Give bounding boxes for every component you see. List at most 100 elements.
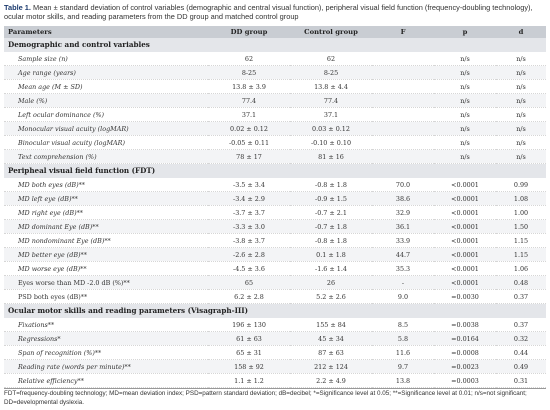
cell-f [372, 65, 434, 80]
section-header: Peripheal visual field function (FDT) [4, 163, 546, 178]
cell-p: <0.0001 [434, 275, 496, 290]
cell-d: 0.32 [496, 331, 546, 346]
table-row: MD dominant Eye (dB)** -3.3 ± 3.0 -0.7 ± 1… [4, 219, 546, 234]
cell-f: 8.5 [372, 318, 434, 332]
cell-parameter: Male (%) [4, 93, 208, 108]
cell-f: 36.1 [372, 219, 434, 234]
cell-parameter: Left ocular dominance (%) [4, 107, 208, 122]
cell-control-group: 45 ± 34 [290, 331, 372, 346]
cell-parameter: Regressions* [4, 331, 208, 346]
cell-p: =0.0023 [434, 359, 496, 374]
table-caption: Table 1. Mean ± standard deviation of co… [4, 3, 546, 21]
table-row: Sample size (n) 62 62 n/s n/s [4, 52, 546, 66]
cell-control-group: 155 ± 84 [290, 318, 372, 332]
cell-control-group: -0.7 ± 1.8 [290, 219, 372, 234]
col-header-f: F [372, 26, 434, 38]
cell-dd-group: -3.5 ± 3.4 [208, 178, 290, 192]
cell-f: 38.6 [372, 191, 434, 206]
cell-dd-group: 62 [208, 52, 290, 66]
cell-parameter: Mean age (M ± SD) [4, 79, 208, 94]
section-header: Ocular motor skills and reading paramete… [4, 303, 546, 318]
cell-dd-group: 65 [208, 275, 290, 290]
cell-dd-group: -3.4 ± 2.9 [208, 191, 290, 206]
table-footnote: FDT=frequency-doubling technology; MD=me… [4, 388, 546, 407]
cell-parameter: Text comprehension (%) [4, 149, 208, 164]
table-row: MD both eyes (dB)** -3.5 ± 3.4 -0.8 ± 1.8 7… [4, 178, 546, 192]
cell-d: 0.37 [496, 318, 546, 332]
cell-control-group: -1.6 ± 1.4 [290, 261, 372, 276]
cell-dd-group: -4.5 ± 3.6 [208, 261, 290, 276]
cell-p: n/s [434, 135, 496, 150]
cell-f [372, 107, 434, 122]
cell-f: 32.9 [372, 205, 434, 220]
cell-f: 5.8 [372, 331, 434, 346]
cell-control-group: 87 ± 63 [290, 345, 372, 360]
table-row: MD worse eye (dB)** -4.5 ± 3.6 -1.6 ± 1.4 3… [4, 261, 546, 276]
table-row: Regressions* 61 ± 63 45 ± 34 5.8 =0.0164 0.32 [4, 331, 546, 346]
cell-p: =0.0038 [434, 318, 496, 332]
cell-d: n/s [496, 65, 546, 80]
cell-dd-group: 77.4 [208, 93, 290, 108]
cell-parameter: MD dominant Eye (dB)** [4, 219, 208, 234]
cell-parameter: Sample size (n) [4, 52, 208, 66]
table-row: Male (%) 77.4 77.4 n/s n/s [4, 93, 546, 108]
cell-control-group: -0.10 ± 0.10 [290, 135, 372, 150]
cell-dd-group: -3.7 ± 3.7 [208, 205, 290, 220]
cell-f: 13.8 [372, 373, 434, 388]
cell-p: n/s [434, 65, 496, 80]
cell-dd-group: 37.1 [208, 107, 290, 122]
table-row: Left ocular dominance (%) 37.1 37.1 n/s n/s [4, 107, 546, 122]
cell-parameter: MD nondominant Eye (dB)** [4, 233, 208, 248]
cell-d: n/s [496, 93, 546, 108]
cell-control-group: 26 [290, 275, 372, 290]
cell-parameter: MD better eye (dB)** [4, 247, 208, 262]
cell-dd-group: 8-25 [208, 65, 290, 80]
cell-parameter: Relative efficiency** [4, 373, 208, 388]
cell-f [372, 52, 434, 66]
cell-dd-group: -0.05 ± 0.11 [208, 135, 290, 150]
table-row: Eyes worse than MD -2.0 dB (%)** 65 26- <0.… [4, 275, 546, 290]
table-row: MD better eye (dB)** -2.6 ± 2.8 0.1 ± 1.8 4… [4, 247, 546, 262]
results-table: Parameters DD group Control group F p d … [4, 26, 546, 388]
cell-control-group: -0.7 ± 2.1 [290, 205, 372, 220]
col-header-p: p [434, 26, 496, 38]
cell-p: <0.0001 [434, 178, 496, 192]
cell-d: n/s [496, 79, 546, 94]
cell-p: =0.0030 [434, 289, 496, 304]
cell-p: n/s [434, 149, 496, 164]
cell-parameter: MD right eye (dB)** [4, 205, 208, 220]
cell-p: =0.0164 [434, 331, 496, 346]
cell-p: <0.0001 [434, 191, 496, 206]
table-row: MD right eye (dB)** -3.7 ± 3.7 -0.7 ± 2.1 3… [4, 205, 546, 220]
cell-control-group: -0.9 ± 1.5 [290, 191, 372, 206]
cell-f: 9.7 [372, 359, 434, 374]
cell-f: 35.3 [372, 261, 434, 276]
cell-p: n/s [434, 93, 496, 108]
cell-d: 1.06 [496, 261, 546, 276]
cell-dd-group: 196 ± 130 [208, 318, 290, 332]
col-header-control-group: Control group [290, 26, 372, 38]
cell-d: 0.99 [496, 178, 546, 192]
cell-p: =0.0003 [434, 373, 496, 388]
cell-parameter: Fixations** [4, 318, 208, 332]
cell-d: 1.15 [496, 233, 546, 248]
cell-f [372, 79, 434, 94]
table-row: Fixations** 196 ± 130 155 ± 84 8.5 =0.0038 0.… [4, 318, 546, 332]
cell-parameter: Age range (years) [4, 65, 208, 80]
cell-p: <0.0001 [434, 261, 496, 276]
cell-dd-group: 0.02 ± 0.12 [208, 121, 290, 136]
caption-label: Table 1. [4, 3, 31, 12]
table-header-row: Parameters DD group Control group F p d [4, 26, 546, 38]
cell-f: - [372, 275, 434, 290]
cell-d: 0.49 [496, 359, 546, 374]
cell-f: 11.6 [372, 345, 434, 360]
cell-d: n/s [496, 52, 546, 66]
table-row: Mean age (M ± SD) 13.8 ± 3.9 13.8 ± 4.4 n/s… [4, 79, 546, 94]
cell-p: <0.0001 [434, 233, 496, 248]
col-header-parameters: Parameters [4, 26, 208, 38]
table-row: Age range (years) 8-25 8-25 n/s n/s [4, 65, 546, 80]
cell-d: 0.37 [496, 289, 546, 304]
cell-p: n/s [434, 79, 496, 94]
table-row: Relative efficiency** 1.1 ± 1.2 2.2 ± 4.9 1… [4, 373, 546, 388]
cell-control-group: 8-25 [290, 65, 372, 80]
